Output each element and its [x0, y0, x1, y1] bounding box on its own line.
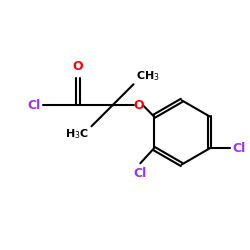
Text: Cl: Cl [27, 99, 40, 112]
Text: Cl: Cl [134, 167, 147, 180]
Text: Cl: Cl [232, 142, 246, 155]
Text: CH$_3$: CH$_3$ [136, 69, 160, 83]
Text: O: O [133, 99, 144, 112]
Text: H$_3$C: H$_3$C [65, 128, 89, 141]
Text: O: O [73, 60, 83, 73]
